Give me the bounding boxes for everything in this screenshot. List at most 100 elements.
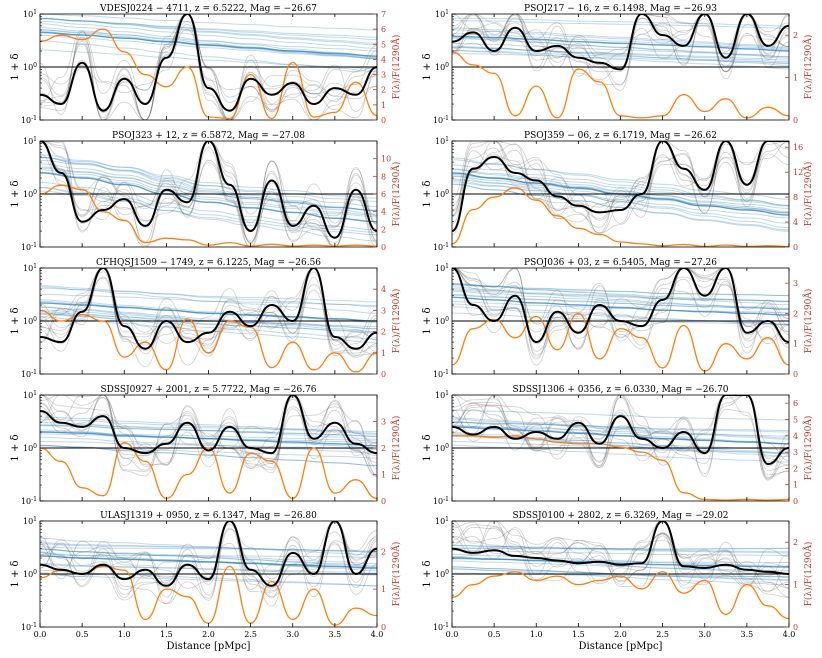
right-tick-label: 5 <box>381 40 386 49</box>
black-sightline-point <box>355 189 357 191</box>
tick-exponent: 0 <box>33 316 37 323</box>
blue-model-line <box>40 285 377 308</box>
orange-spectrum-point <box>123 356 125 358</box>
black-sightline-point <box>165 56 168 59</box>
orange-spectrum-point <box>102 211 104 213</box>
blue-model-line <box>452 547 789 550</box>
tick-base: 10 <box>435 391 445 400</box>
blue-model-line <box>452 184 789 231</box>
plot-area <box>452 521 789 620</box>
black-sightline-point <box>165 320 168 322</box>
black-sightline-point <box>102 415 104 417</box>
right-tick-label: 3 <box>793 448 798 457</box>
left-tick-label: 10-1 <box>21 496 37 506</box>
orange-spectrum-point <box>313 447 315 449</box>
black-sightline-point <box>493 50 495 52</box>
tick-exponent: -1 <box>443 369 449 376</box>
right-tick-label: 2 <box>381 444 386 453</box>
orange-spectrum-point <box>577 68 579 70</box>
blue-model-line <box>40 187 377 233</box>
orange-spectrum-point <box>186 318 189 320</box>
gray-sightline <box>452 14 789 81</box>
gray-sightline <box>40 153 377 247</box>
right-tick-label: 10 <box>381 155 391 164</box>
black-sightline-point <box>640 193 643 195</box>
tick-base: 10 <box>23 63 33 72</box>
blue-model-line <box>452 175 789 229</box>
gray-sightline <box>452 521 789 592</box>
black-sightline-point <box>165 443 168 445</box>
black-sightline-point <box>355 93 357 96</box>
orange-spectrum-point <box>313 116 315 118</box>
black-sightline-point <box>535 557 538 559</box>
orange-spectrum-point <box>493 436 495 438</box>
gray-sightline <box>452 14 789 77</box>
tick-exponent: -1 <box>31 115 37 122</box>
black-sightline-point <box>334 336 336 338</box>
tick-base: 10 <box>23 517 33 526</box>
orange-spectrum-point <box>619 446 622 448</box>
orange-spectrum-point <box>704 579 706 581</box>
blue-model-median <box>452 426 789 445</box>
orange-spectrum-point <box>725 613 727 615</box>
black-sightline-point <box>334 236 336 239</box>
right-tick-label: 2 <box>381 86 386 95</box>
orange-spectrum-point <box>640 243 643 245</box>
blue-model-line <box>40 546 377 552</box>
black-sightline-point <box>123 77 126 80</box>
tick-exponent: -1 <box>443 115 449 122</box>
black-sightline-point <box>186 201 189 204</box>
blue-model-line <box>452 553 789 567</box>
blue-model-line <box>40 287 377 303</box>
left-tick-label: 101 <box>435 9 449 19</box>
black-sightline-point <box>682 45 685 47</box>
blue-model-line <box>40 29 377 52</box>
black-sightline-point <box>556 310 559 313</box>
black-sightline-point <box>619 415 622 417</box>
tick-exponent: 1 <box>33 9 37 16</box>
orange-spectrum-point <box>662 571 664 573</box>
black-sightline-point <box>165 189 168 191</box>
blue-model-line <box>452 282 789 306</box>
blue-model-line <box>452 157 789 207</box>
blue-model-line <box>40 569 377 587</box>
tick-base: 10 <box>435 317 445 326</box>
left-tick-label: 101 <box>23 516 37 526</box>
blue-model-line <box>452 179 789 224</box>
orange-spectrum-point <box>186 473 189 476</box>
blue-model-line <box>40 431 377 442</box>
blue-model-line <box>452 294 789 310</box>
blue-model-line <box>40 14 377 31</box>
blue-model-line <box>40 23 377 57</box>
blue-model-line <box>40 49 377 70</box>
blue-model-line <box>452 548 789 551</box>
orange-spectrum-point <box>207 447 210 449</box>
gray-sightline <box>40 395 377 463</box>
tick-exponent: 0 <box>445 316 449 323</box>
blue-model-line <box>452 544 789 553</box>
left-axis-label: 1 + δ <box>10 560 21 587</box>
orange-spectrum-point <box>640 117 643 119</box>
panel-title: PSOJ359 − 06, z = 6.1719, Mag = −26.62 <box>524 131 717 141</box>
orange-spectrum-point <box>514 571 516 573</box>
orange-spectrum-point <box>271 243 273 245</box>
left-tick-label: 101 <box>23 136 37 146</box>
left-tick-label: 100 <box>23 443 37 453</box>
tick-base: 10 <box>23 264 33 273</box>
right-tick-label: 0 <box>793 243 798 252</box>
right-tick-label: 5 <box>793 415 798 424</box>
orange-spectrum-point <box>271 580 273 583</box>
blue-model-line <box>452 283 789 303</box>
blue-model-line <box>452 45 789 66</box>
blue-model-line <box>452 290 789 309</box>
black-sightline-point <box>703 452 706 454</box>
left-axis-label: 1 + δ <box>422 560 433 587</box>
blue-model-line <box>452 20 789 29</box>
gray-sightline <box>40 21 377 120</box>
tick-base: 10 <box>433 243 443 252</box>
black-sightline-point <box>123 325 126 327</box>
blue-model-line <box>452 50 789 70</box>
left-tick-label: 10-1 <box>21 242 37 252</box>
black-sightline-point <box>249 77 252 80</box>
orange-spectrum-point <box>144 341 146 343</box>
